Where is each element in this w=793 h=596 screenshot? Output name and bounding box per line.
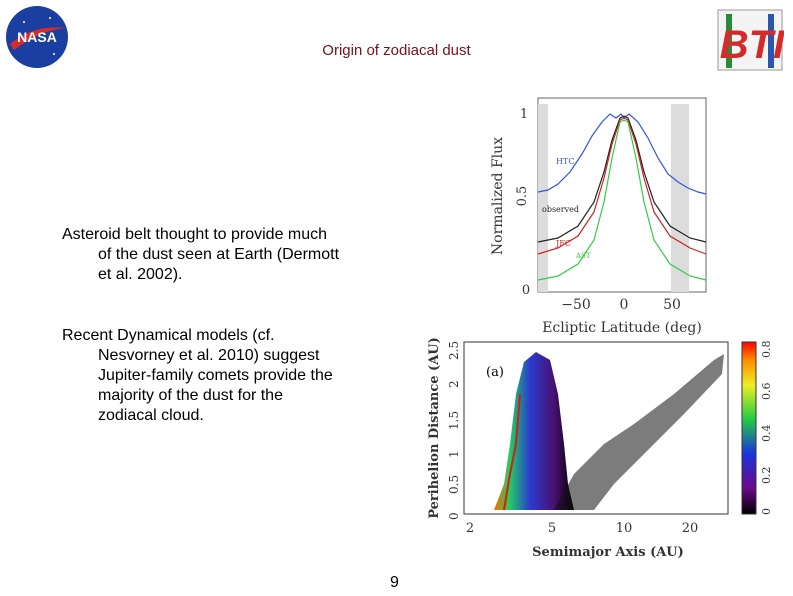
- nasa-logo-star: [49, 17, 51, 19]
- page-number: 9: [390, 574, 399, 591]
- flux-latitude-figure: HTC observed JFC AST 0 0.5 1 −50 0 50 Ec…: [490, 97, 707, 336]
- colorbar-tick: 0: [760, 508, 773, 515]
- perihelion-semimajor-figure: (a) 0 0.2 0.4 0.6 0.8 0 0.5 1 1.5 2 2.5 …: [427, 337, 773, 560]
- observed-curve: [537, 115, 707, 243]
- nasa-logo-star: [23, 21, 25, 23]
- colorbar: [741, 341, 757, 515]
- y-tick-label: 1: [520, 107, 528, 122]
- density-region-scatter: [554, 354, 724, 510]
- nasa-logo-text: NASA: [17, 29, 57, 45]
- bti-logo-text: BTI: [720, 23, 784, 67]
- bullet-continuation-line: Jupiter-family comets provide the: [98, 367, 333, 384]
- y-tick-label: 0.5: [515, 186, 530, 207]
- observed-label: observed: [542, 205, 579, 214]
- x-tick-label: −50: [561, 297, 591, 313]
- bullet-continuation-line: zodiacal cloud.: [98, 407, 204, 424]
- bullet-dynamical-models: Recent Dynamical models (cf. Nesvorney e…: [62, 326, 392, 426]
- nasa-logo-disc: [6, 6, 68, 68]
- y-tick-label: 0: [522, 283, 530, 298]
- y-tick-label: 2.5: [447, 341, 461, 360]
- jfc-label: JFC: [555, 239, 571, 248]
- nasa-logo-star: [53, 53, 55, 55]
- x-tick-label: 50: [663, 297, 681, 313]
- colorbar-tick: 0.8: [760, 341, 773, 359]
- y-tick-label: 2: [447, 380, 461, 388]
- y-tick-label: 1: [447, 450, 461, 458]
- shaded-band-left: [538, 104, 548, 292]
- shaded-band-right: [671, 104, 689, 292]
- bullet-first-line: Asteroid belt thought to provide much: [62, 226, 328, 243]
- x-axis-label: Ecliptic Latitude (deg): [542, 320, 702, 336]
- bullet-asteroid-belt: Asteroid belt thought to provide much of…: [62, 225, 392, 285]
- y-axis-label: Perihelion Distance (AU): [427, 337, 442, 519]
- panel-label: (a): [486, 365, 504, 380]
- htc-curve: [537, 113, 707, 195]
- density-region: [494, 352, 574, 510]
- jfc-curve: [537, 117, 707, 255]
- bullet-continuation-line: majority of the dust for the: [98, 387, 283, 404]
- bti-logo-bar: [726, 14, 732, 68]
- x-tick-label: 2: [466, 521, 474, 536]
- nasa-logo-swoosh: [10, 27, 66, 50]
- htc-label: HTC: [556, 157, 574, 166]
- x-tick-label: 0: [620, 297, 629, 313]
- bullet-continuation-line: et al. 2002).: [98, 266, 183, 283]
- y-tick-label: 1.5: [447, 411, 461, 430]
- y-axis-label: Normalized Flux: [490, 137, 506, 255]
- bullet-first-line: Recent Dynamical models (cf.: [62, 327, 275, 344]
- x-axis-label: Semimajor Axis (AU): [532, 545, 684, 560]
- density-ridge: [503, 393, 521, 511]
- slide-title: Origin of zodiacal dust: [322, 42, 471, 59]
- y-tick-label: 0.5: [447, 475, 461, 494]
- y-tick-label: 0: [447, 512, 461, 520]
- x-tick-label: 10: [616, 521, 633, 536]
- bti-logo: BTI: [717, 9, 784, 71]
- x-tick-label: 5: [548, 521, 556, 536]
- bullet-continuation-line: of the dust seen at Earth (Dermott: [98, 246, 340, 263]
- x-tick-label: 20: [682, 521, 699, 536]
- bullet-continuation-line: Nesvorney et al. 2010) suggest: [98, 347, 320, 364]
- colorbar-tick: 0.4: [760, 425, 773, 443]
- colorbar-tick: 0.2: [760, 467, 773, 485]
- ast-label: AST: [575, 252, 591, 260]
- ast-curve: [537, 119, 707, 281]
- nasa-logo: NASA: [6, 6, 68, 68]
- bti-logo-bar: [768, 14, 774, 68]
- colorbar-tick: 0.6: [760, 383, 773, 401]
